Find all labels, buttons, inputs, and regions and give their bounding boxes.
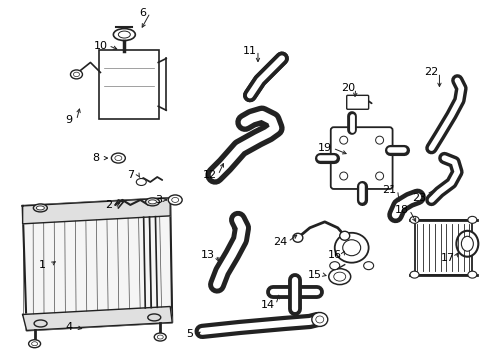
Text: 15: 15 [307, 270, 321, 280]
Text: 16: 16 [327, 250, 341, 260]
Text: 11: 11 [243, 45, 257, 55]
Ellipse shape [147, 314, 161, 321]
FancyBboxPatch shape [346, 95, 368, 109]
Ellipse shape [339, 231, 349, 240]
Text: 9: 9 [65, 115, 72, 125]
Ellipse shape [70, 70, 82, 79]
Text: 22: 22 [424, 67, 438, 77]
Ellipse shape [339, 136, 347, 144]
Text: 14: 14 [260, 300, 274, 310]
Ellipse shape [29, 340, 41, 348]
Text: 5: 5 [186, 329, 193, 339]
Ellipse shape [136, 179, 146, 185]
Ellipse shape [467, 216, 476, 223]
Polygon shape [22, 198, 170, 224]
Ellipse shape [311, 312, 327, 327]
Ellipse shape [32, 342, 38, 346]
Ellipse shape [154, 333, 166, 341]
Ellipse shape [461, 236, 472, 251]
Ellipse shape [115, 156, 122, 161]
Ellipse shape [339, 172, 347, 180]
Text: 10: 10 [93, 41, 107, 50]
Ellipse shape [334, 233, 368, 263]
Ellipse shape [467, 271, 476, 278]
Ellipse shape [73, 72, 80, 77]
Text: 3: 3 [154, 195, 162, 205]
Ellipse shape [148, 200, 156, 204]
Text: 23: 23 [411, 193, 426, 203]
Text: 17: 17 [440, 253, 453, 263]
Ellipse shape [363, 262, 373, 270]
Text: 19: 19 [317, 143, 331, 153]
Text: 6: 6 [139, 8, 145, 18]
Ellipse shape [292, 233, 302, 242]
Text: 21: 21 [382, 185, 396, 195]
Text: 2: 2 [104, 200, 112, 210]
Ellipse shape [342, 240, 360, 256]
Text: 7: 7 [126, 170, 134, 180]
Ellipse shape [329, 262, 339, 270]
Ellipse shape [111, 153, 125, 163]
Ellipse shape [145, 198, 159, 206]
Ellipse shape [168, 195, 182, 205]
Text: 20: 20 [340, 84, 354, 93]
Ellipse shape [34, 320, 47, 327]
Ellipse shape [333, 272, 345, 281]
Text: 8: 8 [92, 153, 99, 163]
Text: 4: 4 [65, 323, 72, 332]
Ellipse shape [409, 216, 418, 223]
Ellipse shape [113, 28, 135, 41]
Ellipse shape [157, 335, 163, 339]
Text: 18: 18 [394, 205, 408, 215]
Ellipse shape [33, 204, 47, 212]
Ellipse shape [375, 172, 383, 180]
Text: 24: 24 [272, 237, 286, 247]
Ellipse shape [455, 231, 477, 257]
Polygon shape [22, 306, 172, 330]
Polygon shape [22, 198, 172, 330]
Ellipse shape [118, 31, 130, 38]
Ellipse shape [36, 206, 44, 210]
Text: 12: 12 [203, 170, 217, 180]
Ellipse shape [315, 316, 323, 323]
FancyBboxPatch shape [330, 127, 392, 189]
Ellipse shape [375, 136, 383, 144]
Text: 13: 13 [201, 250, 215, 260]
Text: 1: 1 [39, 260, 46, 270]
Ellipse shape [171, 197, 178, 202]
Bar [414, 220, 471, 275]
Ellipse shape [328, 269, 350, 285]
FancyBboxPatch shape [99, 50, 159, 119]
Ellipse shape [409, 271, 418, 278]
